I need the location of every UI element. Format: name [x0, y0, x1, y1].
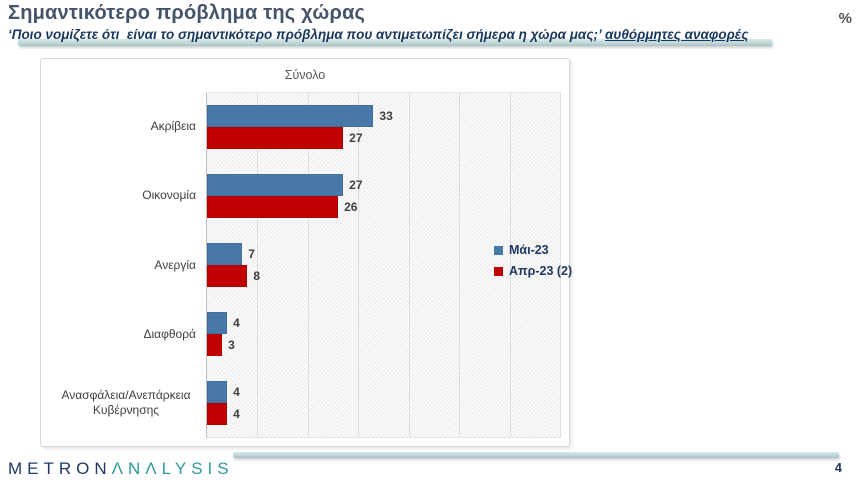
bar-Μάι-23: [207, 242, 243, 265]
bar-value-label: 8: [253, 268, 261, 283]
bar-line: 4: [207, 402, 560, 425]
gridline: [358, 93, 360, 437]
bar-value-label: 26: [344, 200, 358, 215]
bar-value-label: 3: [228, 337, 235, 352]
bar-value-label: 33: [379, 109, 393, 124]
bar-line: 3: [207, 333, 560, 356]
footer-accent-bar: [233, 452, 839, 458]
category-label: Ανεργία: [154, 257, 196, 272]
subtitle-question: ‘Ποιο νομίζετε ότι είναι το σημαντικότερ…: [8, 27, 605, 42]
bar-line: 7: [207, 242, 560, 265]
bar-Απρ-23 (2): [207, 196, 339, 219]
gridline: [408, 93, 410, 437]
bar-Απρ-23 (2): [207, 333, 223, 356]
bar-line: 8: [207, 264, 560, 287]
gridline: [307, 93, 309, 437]
gridline: [459, 93, 461, 437]
legend-label: Απρ-23 (2): [509, 264, 573, 278]
page-subtitle: ‘Ποιο νομίζετε ότι είναι το σημαντικότερ…: [8, 27, 808, 42]
bar-value-label: 4: [233, 406, 240, 421]
bar-group: 27 26: [207, 162, 560, 231]
gridline: [509, 93, 511, 437]
bar-Απρ-23 (2): [207, 264, 248, 287]
bar-value-label: 4: [233, 315, 240, 330]
category-label: Ανασφάλεια/Ανεπάρκεια Κυβέρνησης: [61, 388, 191, 418]
category-label-cell: Ανασφάλεια/Ανεπάρκεια Κυβέρνησης: [41, 369, 206, 438]
bar-line: 4: [207, 311, 560, 334]
bar-Μάι-23: [207, 174, 344, 197]
category-label-cell: Ανεργία: [41, 230, 206, 299]
bar-value-label: 27: [349, 178, 363, 193]
metron-analysis-logo: METRONΛNΛLYSIS: [8, 459, 234, 479]
bar-line: 27: [207, 174, 560, 197]
legend-item: Μάι-23: [494, 243, 572, 257]
bar-line: 4: [207, 380, 560, 403]
bar-line: 26: [207, 196, 560, 219]
bar-value-label: 27: [349, 131, 363, 146]
bar-Απρ-23 (2): [207, 402, 228, 425]
bar-value-label: 7: [248, 246, 255, 261]
bar-Απρ-23 (2): [207, 127, 344, 150]
bar-Μάι-23: [207, 380, 228, 403]
legend-swatch: [494, 245, 503, 255]
legend-swatch: [494, 266, 503, 276]
category-label-cell: Οικονομία: [41, 161, 206, 230]
category-label: Οικονομία: [142, 188, 196, 203]
chart-panel: Σύνολο Ακρίβεια Οικονομία Ανεργία Διαφθορά Α…: [40, 58, 572, 447]
category-label-cell: Διαφθορά: [41, 300, 206, 369]
page-title: Σημαντικότερο πρόβλημα της χώρας: [8, 2, 366, 24]
plot-area: 33 27 27 26 7 8 4 3 4 4 Μάι-23 Απρ-23 (2): [206, 92, 572, 438]
percent-unit-label: %: [838, 10, 852, 27]
category-label-cell: Ακρίβεια: [41, 92, 206, 161]
chart-title: Σύνολο: [284, 68, 326, 82]
gridline: [257, 93, 259, 437]
legend-item: Απρ-23 (2): [494, 264, 572, 278]
bar-line: 27: [207, 127, 560, 150]
bar-Μάι-23: [207, 311, 228, 334]
legend: Μάι-23 Απρ-23 (2): [494, 243, 572, 278]
bar-Μάι-23: [207, 105, 374, 128]
bar-line: 33: [207, 105, 560, 128]
page-number: 4: [834, 460, 842, 475]
subtitle-highlight-bar: [18, 39, 772, 46]
legend-label: Μάι-23: [509, 243, 549, 257]
gridline: [560, 93, 561, 437]
category-label: Ακρίβεια: [150, 119, 196, 134]
logo-metron-text: METRON: [8, 459, 112, 478]
category-axis: Ακρίβεια Οικονομία Ανεργία Διαφθορά Ανασφάλε…: [41, 92, 206, 438]
logo-analysis-text: ΛNΛLYSIS: [111, 459, 234, 478]
bar-value-label: 4: [233, 384, 240, 399]
subtitle-note: αυθόρμητες αναφορές: [604, 27, 749, 42]
bar-group: 33 27: [207, 93, 560, 162]
category-label: Διαφθορά: [143, 326, 196, 341]
subtitle-block: ‘Ποιο νομίζετε ότι είναι το σημαντικότερ…: [8, 27, 808, 49]
